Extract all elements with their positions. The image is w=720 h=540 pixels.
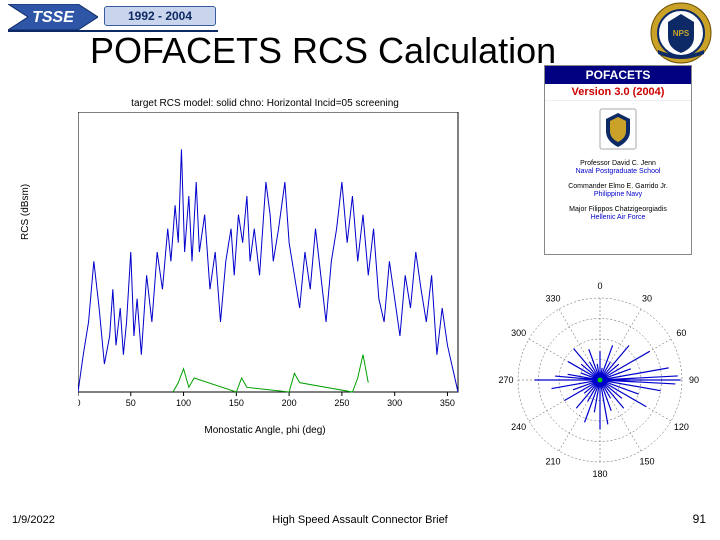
footer-page-number: 91 <box>693 512 706 526</box>
svg-text:90: 90 <box>689 375 699 385</box>
year-badge: 1992 - 2004 <box>104 6 216 26</box>
footer-title: High Speed Assault Connector Brief <box>0 514 720 526</box>
card-person: Commander Elmo E. Garrido Jr.Philippine … <box>545 180 691 203</box>
pofacets-card: POFACETS Version 3.0 (2004) Professor Da… <box>544 65 692 255</box>
svg-text:60: 60 <box>676 328 686 338</box>
rcs-chart-ylabel: RCS (dBsm) <box>20 184 31 240</box>
svg-text:150: 150 <box>639 456 654 466</box>
svg-text:100: 100 <box>176 398 191 408</box>
svg-text:30: 30 <box>642 294 652 304</box>
card-crest-wrap <box>545 101 691 157</box>
card-people-list: Professor David C. JennNaval Postgraduat… <box>545 157 691 225</box>
tsse-logo-text: TSSE <box>32 9 75 26</box>
svg-text:150: 150 <box>229 398 244 408</box>
svg-text:300: 300 <box>387 398 402 408</box>
slide-root: TSSE 1992 - 2004 NPS POFACETS RCS Calcul… <box>0 0 720 540</box>
svg-text:250: 250 <box>334 398 349 408</box>
svg-text:120: 120 <box>674 422 689 432</box>
rcs-chart-title: target RCS model: solid chno: Horizontal… <box>50 98 480 109</box>
rcs-line-chart: target RCS model: solid chno: Horizontal… <box>50 100 480 430</box>
svg-text:330: 330 <box>545 294 560 304</box>
svg-text:270: 270 <box>498 375 513 385</box>
svg-text:200: 200 <box>282 398 297 408</box>
card-person: Major Filippos ChatzigeorgiadisHellenic … <box>545 203 691 226</box>
svg-text:0: 0 <box>597 281 602 291</box>
rcs-polar-chart: 0 30 60 90 120 150 180 210 240 270 300 330 <box>490 270 710 490</box>
polar-chart-svg: 0 30 60 90 120 150 180 210 240 270 300 330 <box>490 270 710 490</box>
brand-bar: TSSE 1992 - 2004 <box>8 4 218 30</box>
nps-crest-icon: NPS <box>650 2 712 64</box>
rcs-chart-xlabel: Monostatic Angle, phi (deg) <box>50 425 480 436</box>
card-version: Version 3.0 (2004) <box>545 84 691 101</box>
svg-text:210: 210 <box>545 456 560 466</box>
svg-text:240: 240 <box>511 422 526 432</box>
svg-text:300: 300 <box>511 328 526 338</box>
rcs-chart-svg: 0501001502002503003500102030405060 <box>78 112 478 412</box>
card-person: Professor David C. JennNaval Postgraduat… <box>545 157 691 180</box>
tsse-logo: TSSE <box>8 4 98 30</box>
svg-text:50: 50 <box>126 398 136 408</box>
svg-text:350: 350 <box>440 398 455 408</box>
card-crest-icon <box>598 107 638 151</box>
svg-text:0: 0 <box>78 398 81 408</box>
svg-text:180: 180 <box>592 469 607 479</box>
svg-text:NPS: NPS <box>673 29 690 38</box>
card-header: POFACETS <box>545 66 691 84</box>
